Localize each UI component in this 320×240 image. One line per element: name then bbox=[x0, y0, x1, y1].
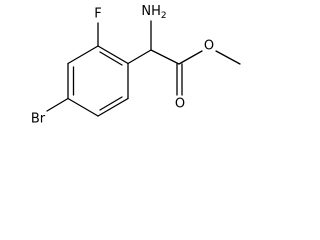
bond bbox=[127, 49, 152, 65]
atom-label: NH bbox=[141, 4, 161, 19]
bond bbox=[97, 45, 129, 65]
bond bbox=[67, 97, 99, 117]
bond bbox=[215, 50, 241, 65]
bond bbox=[67, 45, 99, 65]
atom-label: F bbox=[94, 7, 101, 22]
atom-label: NH2 bbox=[141, 4, 166, 21]
double-bond bbox=[99, 96, 123, 111]
bond bbox=[46, 97, 69, 112]
atom-subscript: 2 bbox=[161, 11, 167, 21]
bond bbox=[178, 50, 203, 65]
bond bbox=[150, 49, 180, 65]
atom-label: O bbox=[204, 39, 214, 54]
molecule-diagram: NH2 F Br O O bbox=[31, 4, 241, 127]
atom-label: O bbox=[175, 97, 185, 112]
atom-label: Br bbox=[31, 112, 46, 127]
bond bbox=[97, 97, 129, 117]
bonds bbox=[46, 20, 241, 117]
double-bond bbox=[99, 51, 123, 66]
